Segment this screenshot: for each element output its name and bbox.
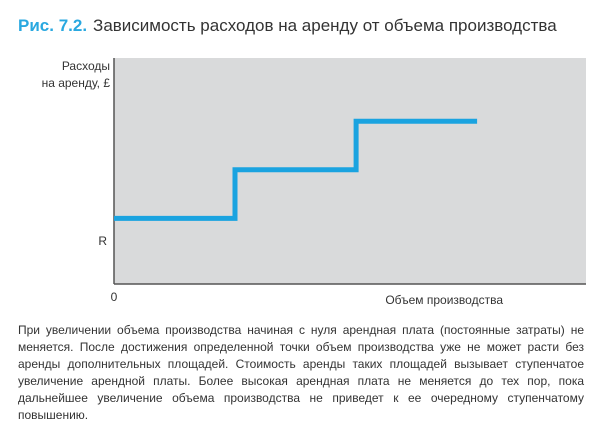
- rent-cost-step-line: [114, 118, 478, 221]
- y-axis-label: Расходы на аренду, £: [42, 58, 110, 92]
- y-tick-label-r: R: [98, 234, 107, 248]
- figure-number: Рис. 7.2.: [18, 16, 88, 35]
- origin-label: 0: [111, 290, 118, 304]
- figure-title: Рис. 7.2. Зависимость расходов на аренду …: [18, 16, 557, 36]
- figure-caption: При увеличении объема производства начин…: [18, 323, 584, 422]
- figure-title-text: Зависимость расходов на аренду от объема…: [93, 16, 557, 35]
- step-cost-chart: R 0 Объем производства: [98, 58, 586, 307]
- x-axis-label: Объем производства: [385, 293, 503, 307]
- y-axis-label-line-1: Расходы: [61, 59, 110, 73]
- y-axis-label-line-2: на аренду, £: [41, 76, 110, 90]
